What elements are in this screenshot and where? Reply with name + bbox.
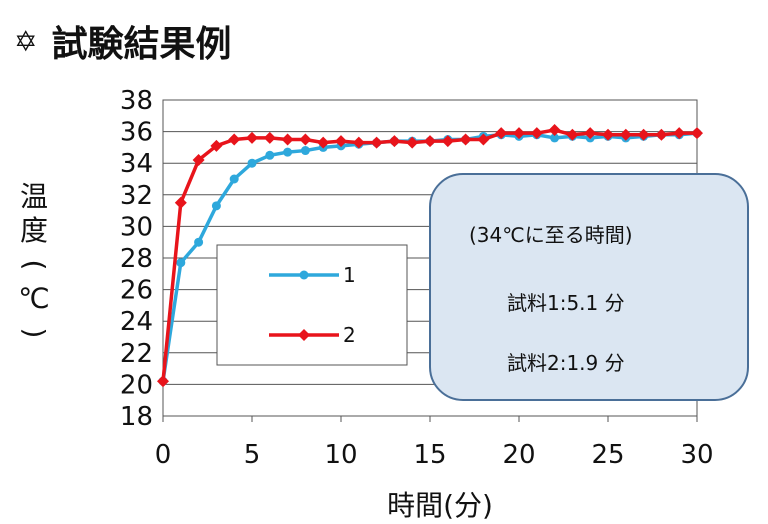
series-2-point: [370, 136, 383, 149]
series-2-point: [602, 128, 614, 141]
series-2-point: [495, 127, 508, 140]
legend-marker-2: [298, 329, 310, 341]
series-2-point: [317, 136, 330, 149]
x-tick-label: 10: [324, 440, 357, 470]
series-2-point: [673, 127, 686, 140]
series-2-point: [566, 128, 579, 141]
slide-heading: ✡ 試験結果例: [14, 14, 231, 68]
x-tick-label: 15: [413, 440, 446, 470]
y-tick-label: 32: [120, 181, 153, 211]
y-tick-label: 18: [120, 402, 153, 432]
series-2-point: [263, 131, 276, 144]
note-sample-1: 試料1:5.1 分: [507, 291, 625, 315]
x-tick-label: 20: [502, 440, 535, 470]
series-2-point: [281, 133, 294, 146]
series-2-point: [513, 127, 525, 140]
series-1-point: [300, 146, 310, 156]
series-1-point: [283, 147, 293, 157]
legend-marker-1: [299, 270, 309, 280]
series-2-point: [584, 127, 597, 140]
y-tick-label: 36: [120, 118, 153, 148]
y-tick-label: 38: [120, 86, 153, 116]
series-2-point: [335, 135, 347, 148]
series-2-point: [157, 375, 169, 388]
y-axis-label-char: (: [18, 259, 51, 271]
y-tick-label: 24: [120, 307, 153, 337]
y-tick-label: 34: [120, 149, 153, 179]
series-2-point: [477, 133, 490, 146]
y-axis-label: 温度 ( ℃): [14, 180, 54, 350]
series-2-point: [299, 133, 312, 146]
series-2-point: [228, 133, 241, 146]
series-2-point: [619, 128, 632, 141]
x-tick-label: 30: [680, 440, 713, 470]
series-2-point: [459, 133, 472, 146]
y-tick-label: 20: [120, 370, 153, 400]
series-2-point: [246, 131, 258, 144]
series-2-point: [530, 127, 543, 140]
y-tick-label: 26: [120, 276, 153, 306]
note-title: (34℃に至る時間): [469, 223, 633, 247]
y-axis-label-char: ℃: [18, 282, 50, 315]
series-2-point: [548, 124, 561, 137]
note-sample-2: 試料2:1.9 分: [507, 351, 625, 375]
series-1-point: [211, 201, 221, 211]
legend-label-2: 2: [343, 323, 356, 347]
y-tick-label: 28: [120, 244, 153, 274]
series-2-point: [352, 136, 365, 149]
y-tick-label: 22: [120, 339, 153, 369]
series-2-point: [210, 139, 223, 152]
y-axis-label-char: 度: [19, 214, 48, 247]
series-2-point: [637, 128, 650, 141]
series-1-point: [247, 158, 257, 168]
y-axis-label-char: 温: [19, 180, 48, 213]
series-2-point: [406, 136, 419, 149]
series-1-point: [176, 258, 186, 268]
series-2-point: [691, 127, 703, 140]
series-2-point: [441, 135, 454, 148]
six-point-star-icon: ✡: [14, 24, 38, 58]
series-1-point: [550, 133, 560, 143]
y-tick-label: 30: [120, 212, 153, 242]
series-2-point: [388, 135, 401, 148]
x-axis-label: 時間(分): [387, 489, 493, 522]
slide-title: 試験結果例: [51, 24, 232, 65]
series-1-point: [194, 237, 204, 247]
legend-label-1: 1: [343, 263, 356, 287]
y-axis-label-char: ): [18, 327, 51, 339]
x-tick-label: 0: [155, 440, 172, 470]
series-2-point: [655, 128, 668, 141]
series-2-point: [174, 196, 187, 209]
legend: [216, 244, 408, 366]
series-2-point: [424, 135, 436, 148]
series-2-point: [192, 154, 205, 167]
series-1-point: [265, 150, 275, 160]
x-tick-label: 25: [591, 440, 624, 470]
series-1-point: [229, 174, 239, 184]
result-note-box: (34℃に至る時間) 試料1:5.1 分 試料2:1.9 分: [429, 173, 749, 401]
x-tick-label: 5: [244, 440, 261, 470]
